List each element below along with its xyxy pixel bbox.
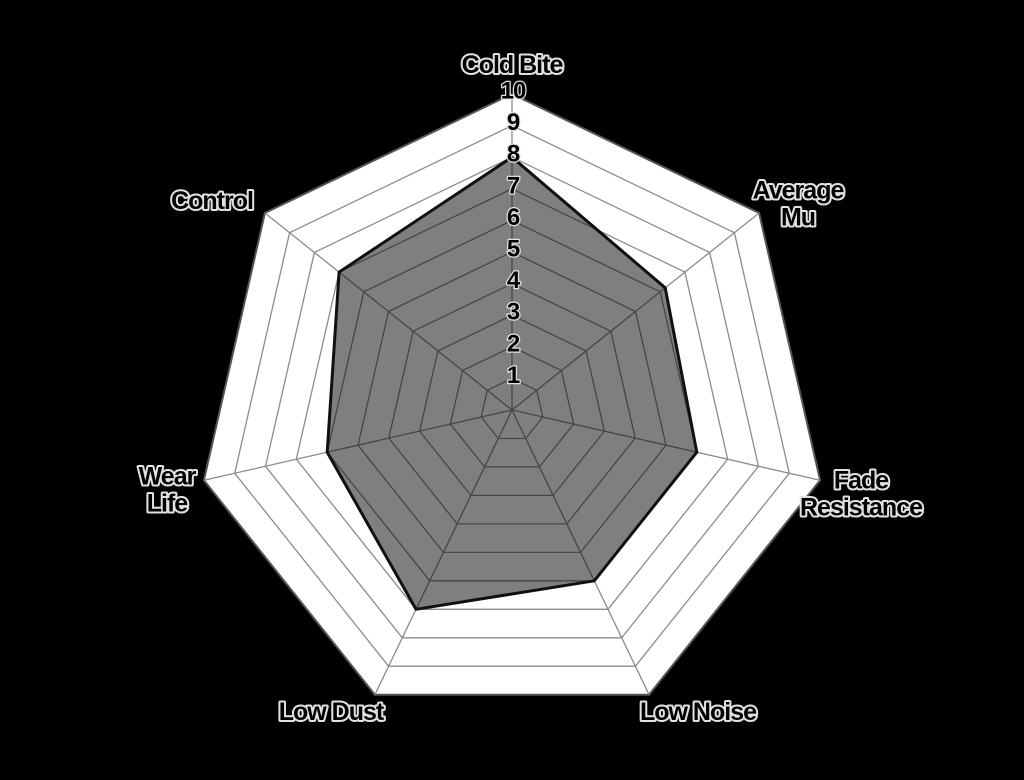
tick-label-4: 4: [507, 267, 521, 294]
tick-label-2: 2: [507, 330, 520, 357]
axis-label-line: Average: [753, 177, 845, 205]
tick-label-6: 6: [507, 204, 520, 231]
axis-label-wear-life: Wear Life: [139, 463, 197, 518]
tick-label-9: 9: [507, 109, 520, 136]
axis-label-low-dust: Low Dust: [279, 698, 385, 726]
axis-label-line: Wear: [139, 463, 197, 491]
axis-label-line: Mu: [781, 204, 815, 232]
axis-label-line: Low Dust: [279, 698, 385, 726]
axis-label-line: Fade: [834, 467, 889, 495]
tick-label-7: 7: [507, 172, 520, 199]
grid-ring-7: [295, 188, 729, 610]
axis-label-cold-bite: Cold Bite: [462, 51, 564, 79]
tick-label-5: 5: [507, 236, 520, 263]
tick-label-8: 8: [507, 141, 520, 168]
axis-label-line: Low Noise: [640, 698, 757, 726]
axis-label-low-noise: Low Noise: [640, 698, 757, 726]
axis-label-line: Resistance: [800, 494, 923, 522]
axis-label-line: Life: [147, 490, 189, 518]
axis-label-control: Control: [171, 187, 253, 215]
tick-label-1: 1: [507, 362, 520, 389]
grid-ring-9: [233, 124, 791, 667]
axis-label-line: Control: [171, 187, 253, 215]
grid-ring-8: [264, 156, 760, 639]
tick-label-10: 10: [501, 78, 526, 105]
series-polygon: [325, 155, 699, 611]
axis-label-average-mu: Average Mu: [753, 177, 845, 232]
axis-label-line: Cold Bite: [462, 51, 564, 79]
tick-label-3: 3: [507, 299, 520, 326]
axis-label-fade-resistance: Fade Resistance: [800, 467, 923, 522]
